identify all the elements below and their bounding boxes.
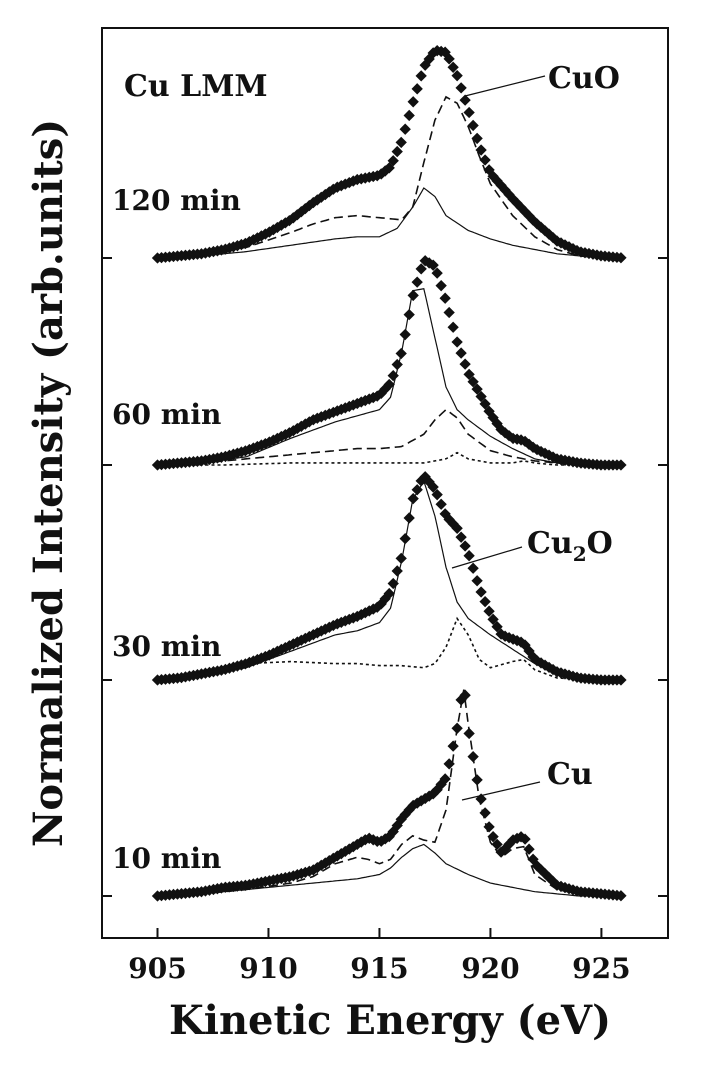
data-marker (455, 347, 467, 359)
data-marker (443, 53, 455, 65)
data-marker (447, 321, 459, 333)
series-dotted-line (157, 616, 624, 681)
data-marker (415, 70, 427, 82)
data-marker (479, 595, 491, 608)
data-marker (391, 145, 403, 158)
data-marker (427, 259, 439, 271)
data-marker (439, 292, 451, 304)
series-dashed-line (157, 408, 624, 466)
annotation-leader-cuo (464, 75, 546, 97)
data-marker (411, 276, 423, 288)
data-marker (407, 96, 419, 108)
data-marker (479, 154, 491, 166)
data-marker (471, 575, 483, 587)
x-tick-label-915: 915 (350, 952, 408, 985)
data-marker (391, 358, 403, 371)
data-marker (383, 587, 395, 600)
data-marker (431, 489, 443, 501)
data-marker (415, 263, 427, 275)
annotation-cuo: CuO (548, 61, 620, 96)
panel-label-0: 120 min (112, 184, 241, 217)
plot-frame (101, 27, 669, 939)
x-tick-label-920: 920 (461, 952, 519, 985)
data-marker (487, 613, 499, 625)
data-marker (387, 155, 399, 167)
x-tick-label-905: 905 (128, 952, 186, 985)
data-marker (447, 740, 459, 752)
data-marker (435, 280, 447, 292)
data-marker (459, 689, 471, 701)
data-marker (431, 267, 443, 279)
data-marker (403, 109, 415, 122)
data-marker (479, 398, 491, 410)
data-marker (399, 123, 411, 135)
panel-label-1: 60 min (112, 398, 221, 431)
panel-label-2: 30 min (112, 630, 221, 663)
annotation-cu2o: Cu2O (527, 526, 613, 566)
series-dashed-line (157, 95, 624, 259)
series-solid-line (157, 187, 624, 259)
series-dashed-line (157, 689, 624, 897)
series-solid-line (157, 479, 624, 681)
data-marker (475, 144, 487, 156)
series-solid-line (157, 288, 624, 466)
annotation-leader-cu (461, 781, 541, 801)
data-marker (475, 586, 487, 598)
data-marker (471, 132, 483, 145)
data-marker (491, 838, 503, 851)
data-marker (435, 498, 447, 510)
annotation-leader-cu2o (451, 546, 523, 569)
data-marker (451, 336, 463, 348)
data-marker (483, 821, 495, 833)
data-marker (479, 807, 491, 819)
data-marker (467, 562, 479, 574)
data-marker (395, 552, 407, 565)
data-marker (407, 289, 419, 302)
data-marker (455, 82, 467, 94)
data-marker (391, 565, 403, 577)
data-marker (463, 550, 475, 562)
x-axis-label: Kinetic Energy (eV) (169, 997, 611, 1044)
data-marker (483, 605, 495, 617)
data-marker (463, 368, 475, 381)
data-marker (411, 83, 423, 95)
data-marker (427, 481, 439, 493)
data-marker (451, 522, 463, 534)
data-marker (491, 621, 503, 633)
data-marker (443, 306, 455, 319)
data-marker (459, 540, 471, 552)
data-marker (523, 843, 535, 855)
x-tick-label-910: 910 (239, 952, 297, 985)
data-marker (519, 833, 531, 845)
data-marker (403, 308, 415, 321)
data-marker (395, 136, 407, 149)
data-marker (439, 773, 451, 785)
data-marker (471, 774, 483, 786)
chart-title: Cu LMM (124, 69, 268, 104)
y-axis-label: Normalized Intensity (arb.units) (25, 119, 72, 847)
series-dotted-line (157, 451, 624, 466)
data-marker (455, 531, 467, 543)
x-tick-label-925: 925 (572, 952, 630, 985)
data-marker (383, 378, 395, 391)
annotation-cu: Cu (547, 757, 593, 792)
data-marker (475, 390, 487, 403)
data-marker (459, 358, 471, 370)
data-marker (471, 383, 483, 395)
panel-label-3: 10 min (112, 842, 221, 875)
data-marker (463, 106, 475, 119)
data-marker (467, 376, 479, 388)
